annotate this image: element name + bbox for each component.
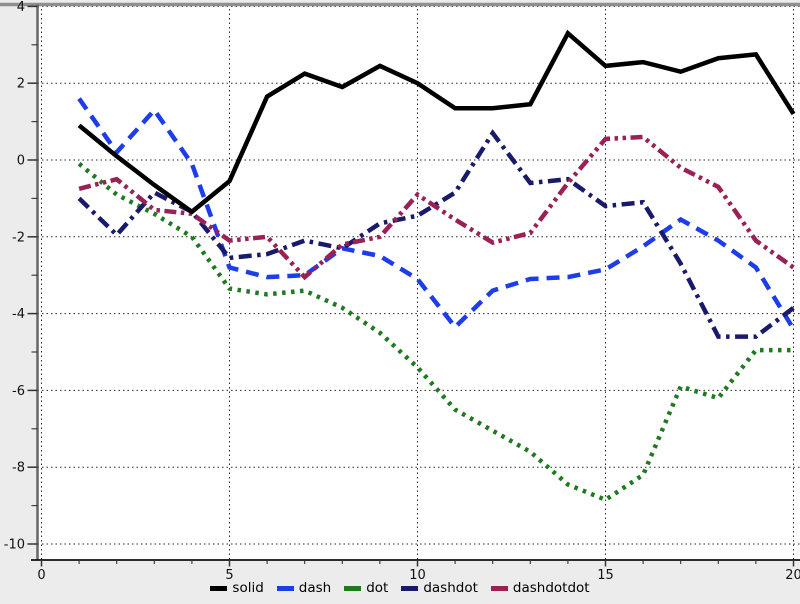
legend-label: dot [366, 580, 388, 596]
y-tick-label: -2 [12, 230, 25, 245]
legend-swatch-dash [277, 586, 294, 591]
legend-swatch-dot [344, 586, 361, 591]
y-tick-label: 4 [17, 0, 25, 15]
legend-item-dashdotdot: dashdotdot [491, 580, 590, 596]
legend-label: solid [232, 580, 263, 596]
legend-label: dashdotdot [513, 580, 590, 596]
legend-label: dash [299, 580, 331, 596]
y-tick-label: -6 [12, 384, 25, 399]
legend-label: dashdot [423, 580, 478, 596]
y-tick-label: -8 [12, 461, 25, 476]
legend-swatch-solid [210, 586, 227, 591]
legend-swatch-dashdotdot [491, 586, 508, 591]
legend-item-dot: dot [344, 580, 388, 596]
legend-item-dash: dash [277, 580, 331, 596]
legend-item-dashdot: dashdot [401, 580, 478, 596]
y-tick-label: -4 [12, 307, 25, 322]
legend-item-solid: solid [210, 580, 263, 596]
y-tick-label: 2 [17, 77, 25, 92]
legend-swatch-dashdot [401, 586, 418, 591]
y-tick-label: 0 [17, 154, 25, 169]
y-tick-label: -10 [4, 538, 25, 553]
